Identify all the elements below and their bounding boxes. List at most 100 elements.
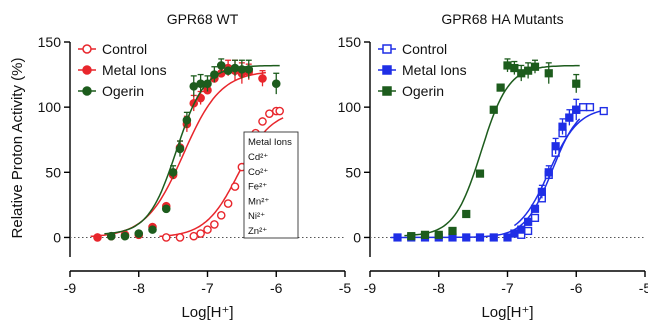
legend-label: Control xyxy=(402,41,447,57)
data-point xyxy=(599,106,608,116)
data-point xyxy=(271,79,281,88)
x-tick-label: -7 xyxy=(501,280,514,296)
data-point xyxy=(544,69,553,78)
y-tick-label: 100 xyxy=(338,99,362,115)
legend-label: Metal Ions xyxy=(102,62,167,78)
legend-label: Control xyxy=(102,41,147,57)
data-point xyxy=(462,209,471,219)
legend-item: Metal Ions xyxy=(78,62,167,78)
data-point xyxy=(216,61,226,70)
data-point xyxy=(93,233,102,242)
data-point xyxy=(134,229,144,238)
data-point xyxy=(524,217,533,226)
data-point xyxy=(203,79,212,88)
y-tick-label: 100 xyxy=(38,99,62,115)
data-point xyxy=(210,220,219,229)
data-point xyxy=(565,113,574,122)
data-point xyxy=(175,233,185,242)
data-point xyxy=(558,122,567,131)
data-point xyxy=(168,168,178,177)
data-point xyxy=(489,105,498,114)
legend-marker xyxy=(82,86,92,96)
data-point xyxy=(230,182,240,191)
series-ogerin xyxy=(104,58,281,241)
x-tick-label: -8 xyxy=(433,280,446,296)
inset-item: Cd²⁺ xyxy=(248,152,268,163)
legend-marker xyxy=(382,44,392,54)
data-point xyxy=(475,169,485,178)
data-point xyxy=(203,225,212,234)
legend-label: Ogerin xyxy=(102,83,144,99)
data-point xyxy=(448,226,457,236)
y-tick-label: 150 xyxy=(38,34,62,50)
legend-label: Metal Ions xyxy=(402,62,467,78)
data-point xyxy=(579,103,588,112)
chart-title: GPR68 WT xyxy=(167,11,239,27)
data-point xyxy=(196,229,205,238)
data-point xyxy=(182,115,192,125)
data-point xyxy=(572,105,581,114)
data-point xyxy=(434,230,443,239)
data-point xyxy=(551,142,560,151)
data-point xyxy=(475,233,485,242)
fit-curve xyxy=(513,108,608,227)
data-point xyxy=(407,232,416,241)
chart-title: GPR68 HA Mutants xyxy=(441,11,563,27)
x-tick-label: -9 xyxy=(364,280,377,296)
data-point xyxy=(223,199,233,208)
data-point xyxy=(148,225,157,234)
legend-item: Metal Ions xyxy=(378,62,467,78)
x-tick-label: -9 xyxy=(64,280,77,296)
data-point xyxy=(530,62,540,71)
legend-item: Ogerin xyxy=(378,83,444,99)
y-axis-label: Relative Proton Activity (%) xyxy=(9,58,26,239)
inset-item: Fe²⁺ xyxy=(248,182,267,193)
legend-label: Ogerin xyxy=(402,83,444,99)
data-point xyxy=(517,69,526,78)
data-point xyxy=(175,144,185,154)
legend-marker xyxy=(82,44,92,54)
x-tick-label: -8 xyxy=(133,280,146,296)
fit-curve xyxy=(404,64,580,237)
y-tick-label: 50 xyxy=(345,164,361,180)
data-point xyxy=(510,229,519,238)
inset-title: Metal Ions xyxy=(248,137,292,148)
data-point xyxy=(258,117,267,126)
data-point xyxy=(106,231,116,241)
inset-item: Zn²⁺ xyxy=(248,226,267,237)
x-tick-label: -7 xyxy=(201,280,214,296)
inset-item: Ni²⁺ xyxy=(248,211,265,222)
inset-item: Co²⁺ xyxy=(248,167,268,178)
x-tick-label: -6 xyxy=(570,280,583,296)
data-point xyxy=(537,187,546,196)
data-point xyxy=(189,231,199,241)
data-point xyxy=(216,211,226,220)
data-point xyxy=(210,70,219,79)
metal-ions-box: Metal Ions Cd²⁺ Co²⁺ Fe²⁺ Mn²⁺ Ni²⁺ Zn²⁺ xyxy=(243,131,299,239)
data-point xyxy=(524,66,533,75)
legend-item: Ogerin xyxy=(78,83,144,99)
data-point xyxy=(258,74,267,83)
y-tick-label: 0 xyxy=(53,229,61,245)
data-point xyxy=(530,213,540,223)
chart-panel-2: GPR68 HA Mutants 0 50 100 150 -9 -8 -7 -6 -5 Log[H… xyxy=(338,11,648,321)
data-point xyxy=(230,63,240,73)
y-tick-label: 0 xyxy=(353,229,361,245)
x-tick-label: -5 xyxy=(339,280,352,296)
y-tick-label: 50 xyxy=(45,164,61,180)
data-point xyxy=(120,231,130,241)
inset-item: Mn²⁺ xyxy=(248,196,269,207)
legend-item: Control xyxy=(378,41,447,57)
data-point xyxy=(275,106,284,116)
data-point xyxy=(585,103,595,112)
series-ogerin xyxy=(404,58,581,241)
data-point xyxy=(244,65,254,74)
data-point xyxy=(524,226,533,236)
chart-panel-1: GPR68 WT 0 50 100 150 -9 -8 -7 -6 -5 Log[H⁺] Contro… xyxy=(38,11,352,321)
data-point xyxy=(265,109,274,118)
data-point xyxy=(503,233,512,242)
legend-marker xyxy=(382,65,392,75)
x-axis-label: Log[H⁺] xyxy=(181,304,233,321)
